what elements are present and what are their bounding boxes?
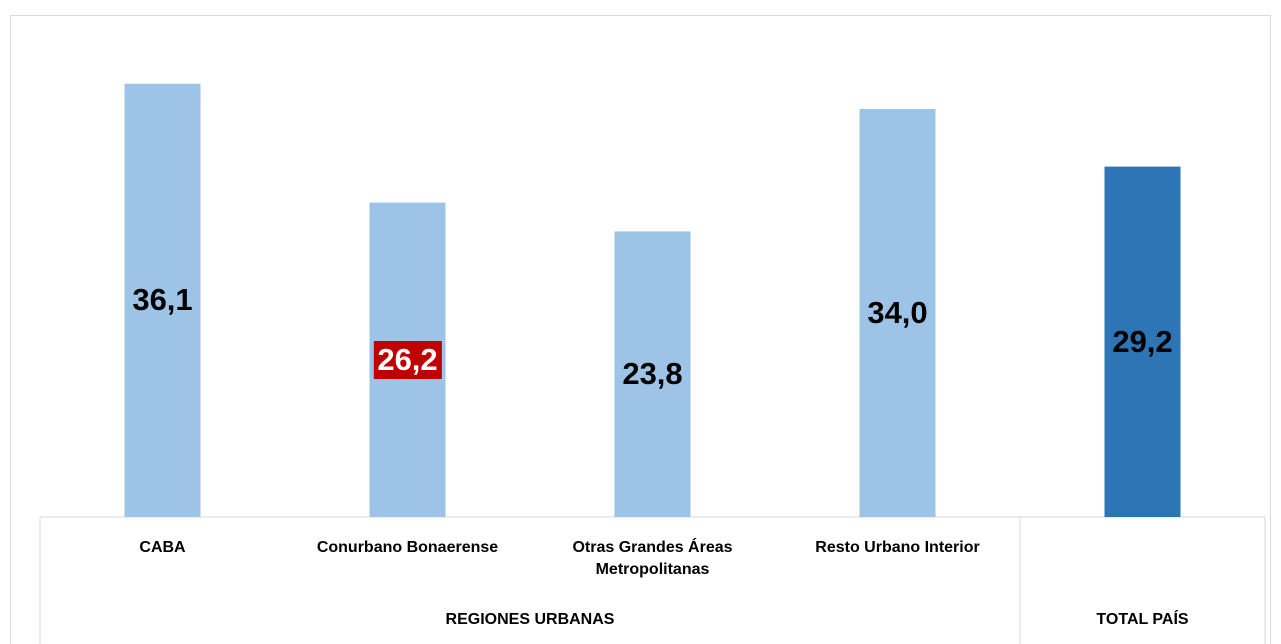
bar <box>614 231 691 517</box>
group-label: REGIONES URBANAS <box>445 611 615 628</box>
chart-frame <box>10 15 1271 644</box>
value-label: 23,8 <box>622 356 683 392</box>
bar <box>124 83 201 518</box>
x-tick-label: Otras Grandes Áreas Metropolitanas <box>572 539 733 578</box>
value-label: 29,2 <box>1112 323 1173 359</box>
value-label: 36,1 <box>132 282 193 318</box>
x-tick-label: CABA <box>139 539 186 556</box>
x-tick-label: Conurbano Bonaerense <box>316 539 499 556</box>
value-label: 26,2 <box>373 340 442 379</box>
x-tick-label: Resto Urbano Interior <box>815 539 980 556</box>
bar <box>1104 166 1181 517</box>
bar <box>859 109 936 517</box>
group-label: TOTAL PAÍS <box>1096 611 1189 628</box>
value-label: 34,0 <box>867 295 928 330</box>
